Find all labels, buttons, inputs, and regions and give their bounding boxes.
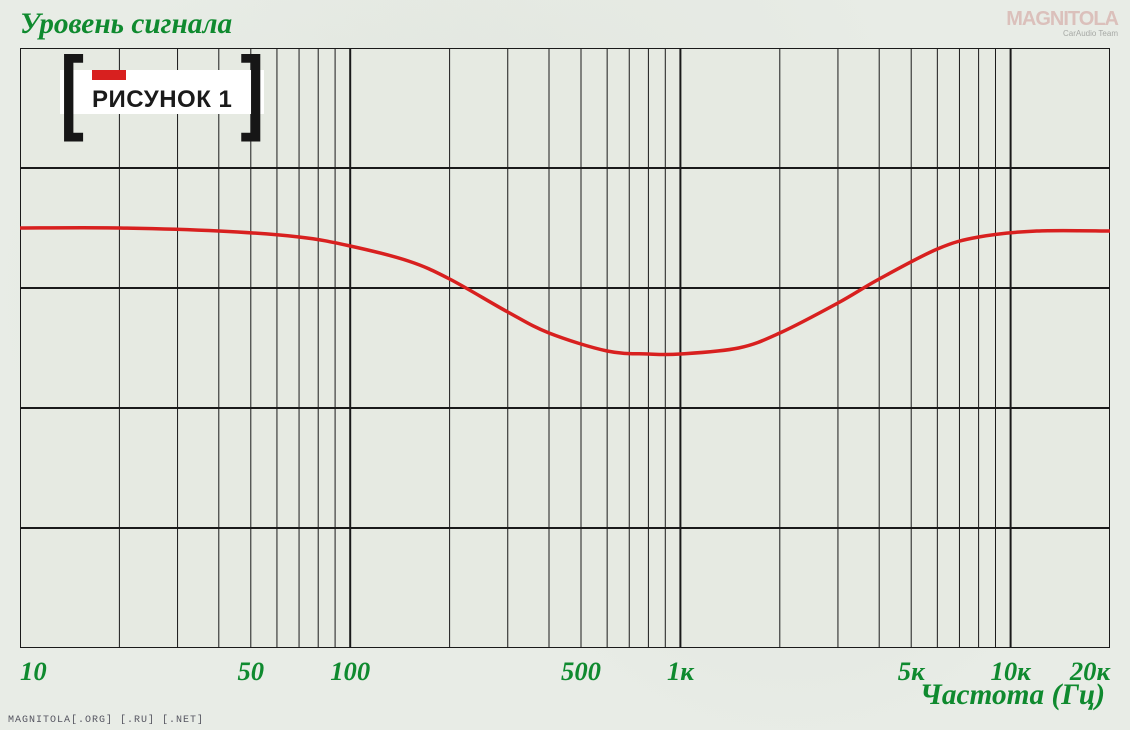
watermark-main: MAGNITOLA <box>1006 8 1118 30</box>
badge-red-bar <box>92 70 126 80</box>
watermark-sub: CarAudio Team <box>1006 29 1118 38</box>
watermark-bottom-left: MAGNITOLA[.ORG] [.RU] [.NET] <box>8 715 204 726</box>
y-axis-title: Уровень сигнала <box>20 8 232 41</box>
x-tick-label: 100 <box>330 656 370 687</box>
x-tick-label: 500 <box>561 656 601 687</box>
x-tick-label: 50 <box>237 656 264 687</box>
left-bracket-icon: [ <box>60 64 84 120</box>
x-tick-label: 10 <box>20 656 47 687</box>
badge-text: РИСУНОК 1 <box>92 86 232 114</box>
right-bracket-icon: ] <box>240 64 264 120</box>
figure-badge: [ РИСУНОК 1 ] <box>60 70 264 114</box>
chart-area: [ РИСУНОК 1 ] <box>20 48 1110 648</box>
badge-inner: РИСУНОК 1 <box>84 70 240 114</box>
x-axis-title: Частота (Гц) <box>920 679 1105 712</box>
x-tick-label: 1к <box>667 656 694 687</box>
chart-svg <box>20 48 1110 648</box>
watermark-top-right: MAGNITOLA CarAudio Team <box>1006 8 1118 38</box>
